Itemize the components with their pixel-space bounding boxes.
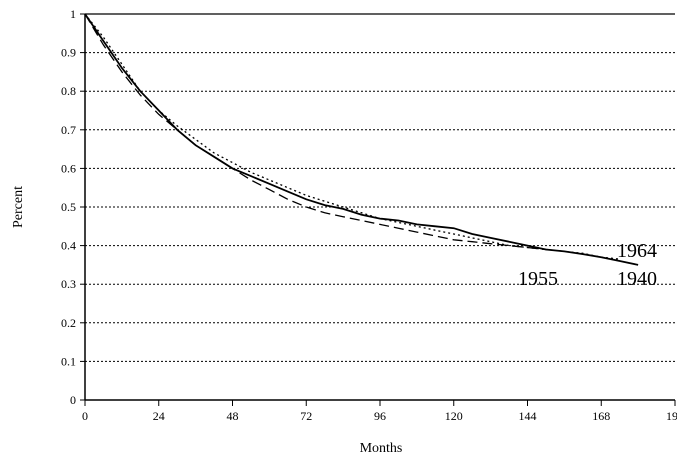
y-axis-label: Percent [11,186,26,228]
y-tick-label: 0.9 [61,46,76,60]
series-label-1940: 1940 [617,268,657,290]
x-tick-label: 168 [592,409,610,423]
y-tick-labels: 0 0.1 0.2 0.3 0.4 0.5 0.6 0.7 0.8 0.9 1 [61,7,76,407]
y-tick-label: 1 [70,7,76,21]
series-lines [84,13,639,266]
x-tick-label: 48 [227,409,239,423]
y-tick-label: 0.1 [61,354,76,368]
series-line-1940 [84,13,639,266]
x-tick-label: 96 [374,409,386,423]
series-label-1955: 1955 [518,268,558,290]
series-labels: 1940 1955 1964 [518,240,657,290]
x-tick-label: 144 [519,409,537,423]
y-tick-label: 0.4 [61,239,76,253]
series-line-1964 [84,13,620,260]
series-line-1955 [84,13,565,253]
x-axis-label: Months [360,441,403,456]
y-tick-label: 0.6 [61,161,76,175]
x-tick-label: 24 [153,409,165,423]
x-tick-label: 0 [82,409,88,423]
x-tick-label: 72 [300,409,312,423]
x-tick-label: 192 [666,409,677,423]
axes [80,13,676,406]
y-tick-label: 0 [70,393,76,407]
y-tick-label: 0.7 [61,123,76,137]
series-label-1964: 1964 [617,240,657,262]
y-tick-label: 0.8 [61,84,76,98]
x-tick-labels: 0 24 48 72 96 120 144 168 192 [82,409,677,423]
gridlines [85,52,675,362]
x-tick-label: 120 [445,409,463,423]
y-tick-label: 0.3 [61,277,76,291]
y-tick-label: 0.5 [61,200,76,214]
y-tick-label: 0.2 [61,316,76,330]
